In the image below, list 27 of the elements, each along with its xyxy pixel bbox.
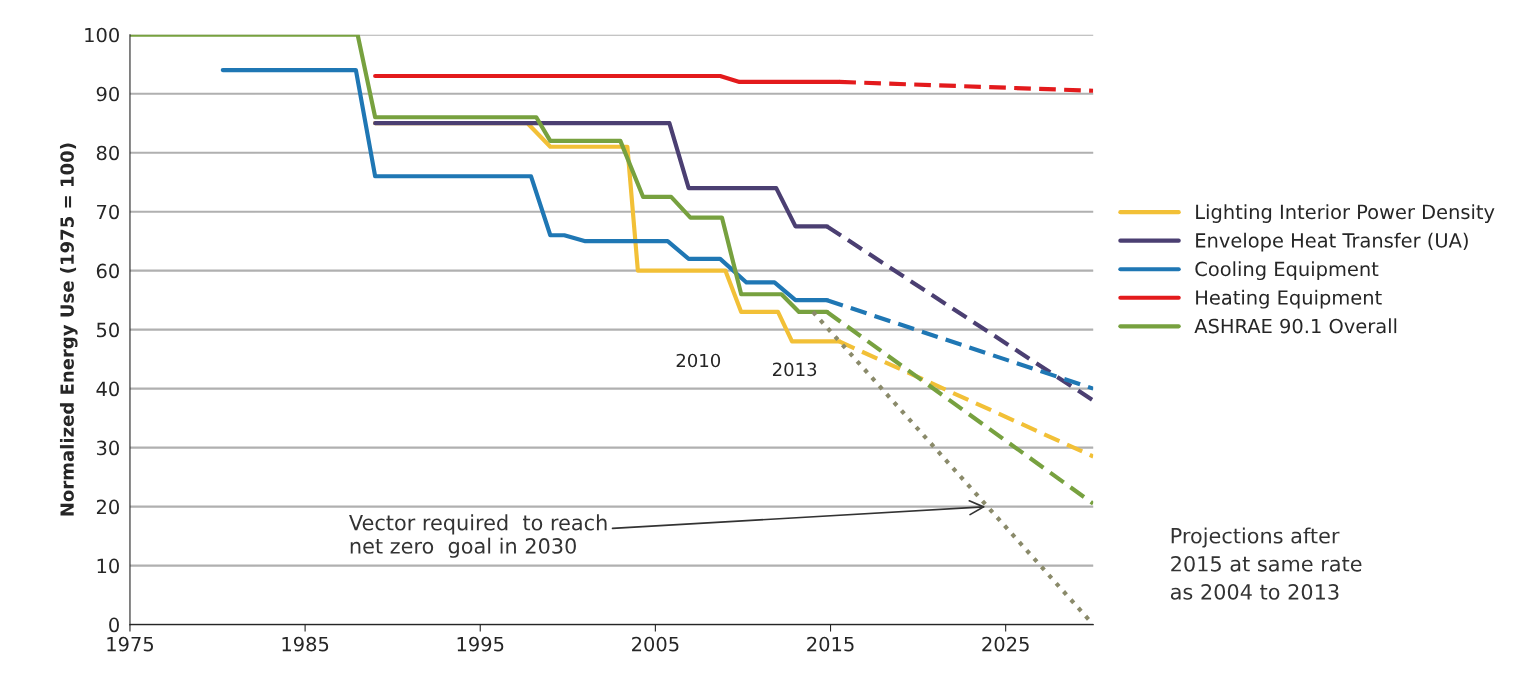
legend-label: Heating Equipment xyxy=(1196,289,1382,309)
annotation: 2010 xyxy=(676,353,721,368)
annotation: 2013 xyxy=(772,362,817,377)
x-tick-label: 1985 xyxy=(282,636,329,652)
x-tick-label: 2025 xyxy=(982,636,1029,652)
legend-label: Envelope Heat Transfer (UA) xyxy=(1196,232,1468,252)
y-tick-label: 40 xyxy=(96,381,119,397)
y-tick-label: 80 xyxy=(96,145,119,161)
x-tick-label: 2005 xyxy=(632,636,679,652)
y-tick-label: 90 xyxy=(96,86,119,102)
y-axis-title: Normalized Energy Use (1975 = 100) xyxy=(59,143,78,516)
y-tick-label: 0 xyxy=(109,617,119,633)
legend-label: ASHRAE 90.1 Overall xyxy=(1194,318,1397,334)
legend-label: Cooling Equipment xyxy=(1195,261,1379,281)
y-tick-label: 20 xyxy=(96,499,119,515)
text: Projections after 2015 at same rate as 2004 to 2013 xyxy=(1170,527,1362,600)
y-tick-label: 60 xyxy=(96,263,119,279)
annotation: Vector required to reach net zero goal in 2030 xyxy=(349,514,607,558)
y-tick-label: 100 xyxy=(85,27,119,43)
x-tick-label: 1975 xyxy=(107,636,154,652)
y-tick-label: 70 xyxy=(97,204,119,220)
y-tick-label: 10 xyxy=(97,558,119,574)
x-tick-label: 1995 xyxy=(457,636,504,652)
y-tick-label: 30 xyxy=(96,440,119,456)
x-tick-label: 2015 xyxy=(807,636,854,652)
y-tick-label: 50 xyxy=(97,322,119,338)
legend-label: Lighting Interior Power Density xyxy=(1196,204,1495,223)
